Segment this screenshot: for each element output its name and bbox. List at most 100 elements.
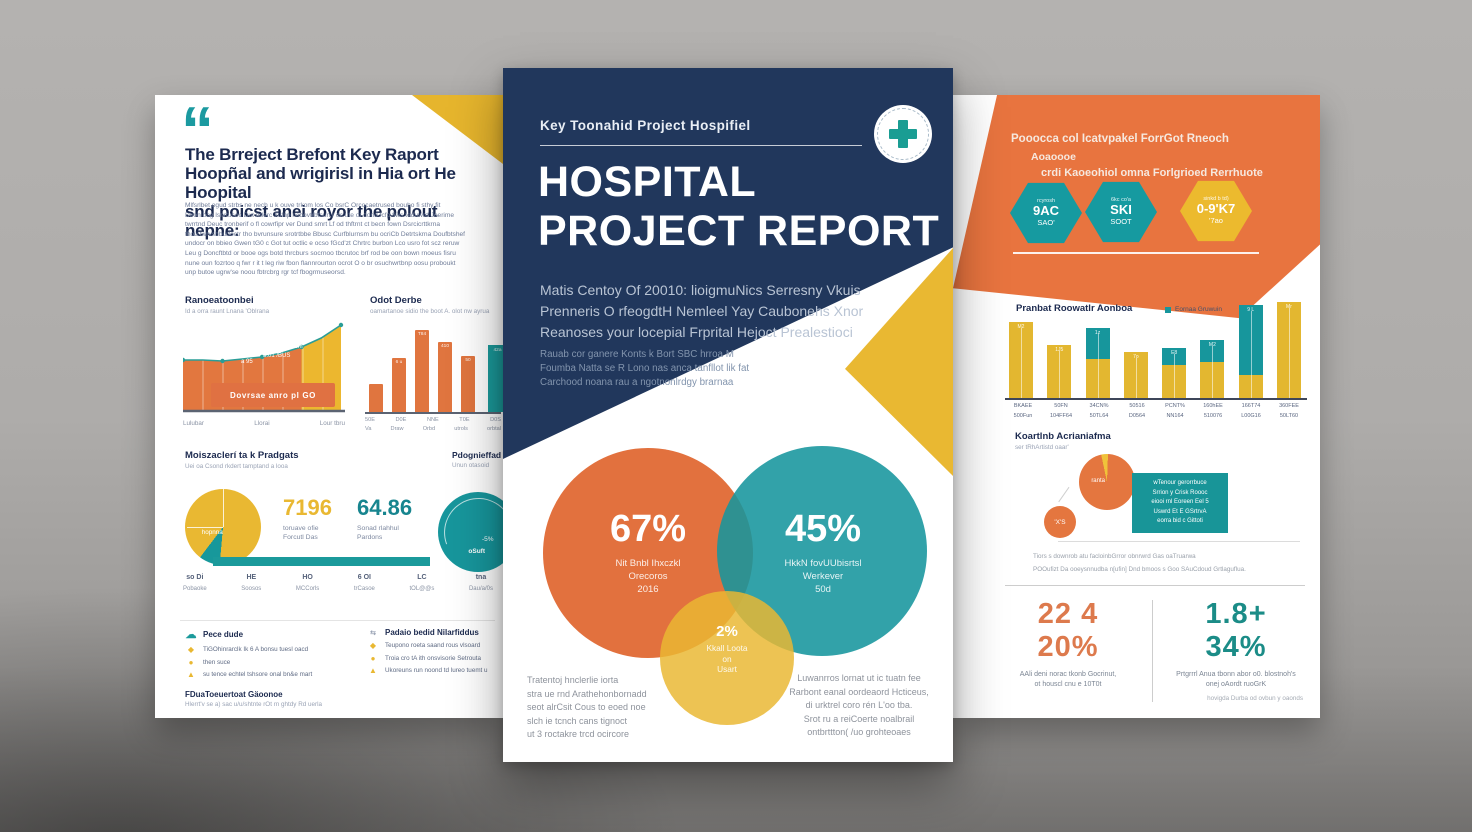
area-chart-banner: Dovrsae anro pl GO <box>211 383 335 407</box>
x-label: Va <box>365 426 372 432</box>
x-label: 166T74 <box>1241 403 1261 409</box>
stat-value: 22 4 <box>1037 598 1099 630</box>
mid-section-title: Moiszaclerí ta k Pradgats <box>185 450 299 461</box>
stats-row-item: so Di Pobaoke <box>183 574 207 592</box>
stat-caption-line: ot houscl cnu e 10T0t <box>1034 681 1102 688</box>
subtitle-line: Reanoses your locepial Frprital Hejoct P… <box>540 324 853 340</box>
bar-chart-x-labels: 50E D0E NNE T0E D0S <box>365 417 501 423</box>
stacked-bar: E8 <box>1162 348 1187 398</box>
bullet-icon: ● <box>370 653 376 663</box>
title-line-2: PROJECT REPORT <box>538 207 940 255</box>
diagram-baseline <box>1058 541 1300 542</box>
stacked-bar-chart-title: Pranbat Roowatlr Aonboa <box>1016 303 1133 314</box>
cover-paragraph-right: Luwanrros lornat ut ic tuatn fee Rarbont… <box>775 672 943 740</box>
x-label: 50516 <box>1129 403 1145 409</box>
x-label: BKAEE <box>1013 403 1033 409</box>
venn-percentage: 67% <box>609 508 687 550</box>
stats-row-item: LC tOL@@s <box>410 574 435 592</box>
footer-column-2: ⇆ Padaio bedid Nilarfiddus ◆ Teupono roeta… <box>367 628 499 675</box>
para-line: ut 3 roctakre trcd ocircore <box>527 729 630 739</box>
yellow-pie-chart: hopnna <box>185 489 261 565</box>
hex-text: SOOT <box>1110 217 1132 227</box>
chart-x-labels: BKAEE 50FN 34CN% 50516 PCNT% 160hEE 166T74 360F… <box>1005 403 1307 409</box>
caption-line: Forcutl Das <box>283 534 318 541</box>
stats-row-label: trCasoe <box>353 586 375 592</box>
left-page-heading: The Brreject Brefont Key Raport Hoopñal … <box>185 145 495 240</box>
small-line: Carchood noana rau a ngotnonlrdgy brarna… <box>540 377 734 388</box>
hexagon-badge: sinkd b td) 0-9'K7 '7ao <box>1180 180 1252 242</box>
bullet-icon: ▲ <box>187 670 195 679</box>
venn-caption-line: 50d <box>815 584 831 595</box>
diagram-subtitle: ser tRhArtistd oaar' <box>1015 444 1069 451</box>
bar-centerline <box>1212 346 1214 398</box>
mid-section-subtitle: Uei oa Csond rkdert tamptand a looa <box>185 463 288 470</box>
bar-value: 42a <box>493 348 502 353</box>
bar-centerline <box>1250 311 1252 398</box>
para-line: Luwanrros lornat ut ic tuatn fee <box>797 673 921 683</box>
stats-row-value: tna <box>475 574 487 581</box>
para-line: slch ie tcnch cans tignoct <box>527 715 628 726</box>
hex-value: SKI <box>1110 202 1132 218</box>
cover-subtitle: Matis Centoy Of 20010: lioigmuNics Serre… <box>540 280 890 343</box>
stacked-bar: 1z <box>1085 328 1110 398</box>
bar-value: 50 <box>465 358 471 363</box>
x-label: PCNT% <box>1165 403 1185 409</box>
bar-chart-subtitle: oamartanoe sidio the boot A. olot nw ayr… <box>370 308 490 315</box>
stat-block-orange: 22 4 20% AAli deni norac tkonb Gocrinut,… <box>993 598 1143 690</box>
hex-text: '7ao <box>1209 216 1223 226</box>
bar-centerline <box>1021 328 1022 398</box>
stat-caption: toruave ofie Forcutl Das <box>283 524 353 542</box>
data-point <box>338 322 344 328</box>
bar-column: 1z <box>1085 328 1110 398</box>
venn-caption-line: Usart <box>717 664 737 674</box>
diagram-title: Koartlnb Acrianiafma <box>1015 431 1111 442</box>
footer-bottom-title: FDuaToeuertoat Gäoonoe <box>185 690 283 699</box>
center-cover-page: Key Toonahid Project Hospifiel HOSPITAL … <box>503 68 953 762</box>
area-chart-title: Ranoeatoonbei <box>185 295 254 306</box>
bar-column: M2 <box>1009 322 1033 398</box>
data-point <box>220 358 225 364</box>
hex-value: 0-9'K7 <box>1196 201 1236 217</box>
data-point <box>259 354 265 360</box>
bar-value: 410 <box>440 344 449 349</box>
legend-swatch <box>1165 306 1171 313</box>
pie-arc <box>433 487 507 579</box>
pie-divider <box>187 527 223 528</box>
para-line: Tratentoj hnclerlie iorta <box>527 675 619 685</box>
body-line: unp butoe ugrw'se noou fbtrcbrg rgr tcf … <box>185 269 346 277</box>
body-line: undocr on bbieo Gwen tG0 c Got tut octli… <box>185 240 460 248</box>
area-chart-annotation: La 5M BNE Calss 5m <box>250 344 303 350</box>
mid-section-header: Moiszaclerí ta k Pradgats Uei oa Csond r… <box>185 450 405 470</box>
bar-column: M2 <box>1200 340 1225 398</box>
x-label: 510076 <box>1203 413 1223 419</box>
footer-bottom: FDuaToeuertoat Gäoonoe Hlerrt'v se a) sa… <box>185 690 485 708</box>
left-report-page: “ The Brreject Brefont Key Raport Hoopña… <box>155 95 507 718</box>
cover-paragraph-left: Tratentoj hnclerlie iorta stra ue rnd Ar… <box>527 674 689 742</box>
footer-column-title: Padaio bedid Nilarfiddus <box>385 628 479 637</box>
bar-value: 6 u <box>395 360 403 365</box>
stat-value: 34% <box>1205 631 1267 663</box>
cover-small-text: Rauab cor ganere Konts k Bort SBC hrroa … <box>540 348 840 390</box>
hex-text: 6kc co'a <box>1110 197 1131 204</box>
stacked-bar: M2 <box>1009 322 1033 398</box>
x-label: NNE <box>426 417 439 423</box>
body-line: Deon bog lsnrtusoc Dut bderc 7ufnp nsbov… <box>185 211 455 219</box>
para-line: ontbrttton( /uo grohteoaes <box>807 727 911 737</box>
venn-caption-line: Nit Bnbl Ihxczkl <box>615 558 681 569</box>
bar-value: 1J5 <box>1055 347 1064 353</box>
pie-label: -5% <box>482 536 494 543</box>
stats-row-item: HO MCCorls <box>296 574 319 592</box>
stats-row-item: HE Soosos <box>241 574 261 592</box>
bar-column: Mr <box>1276 302 1301 398</box>
caption-line: toruave ofie <box>283 525 319 532</box>
venn-right-stat: 45% HkkN fovUUbisrtsl Werkever 50d <box>753 508 893 596</box>
stat-block-2: 64.86 Sonad rlahhul Pardons <box>357 495 435 542</box>
bar-centerline <box>1174 354 1176 398</box>
stat-value: 20% <box>1037 631 1099 663</box>
area-chart-annotation: a 95 <box>241 359 253 365</box>
bullet-icon: ● <box>188 657 194 667</box>
stats-row-label: Pobaoke <box>183 586 207 592</box>
stats-row-item: tna Dau/a/0s <box>469 574 493 592</box>
heading-line: The Brreject Brefont Key Raport <box>185 145 439 164</box>
bar-value: T84 <box>417 332 427 337</box>
